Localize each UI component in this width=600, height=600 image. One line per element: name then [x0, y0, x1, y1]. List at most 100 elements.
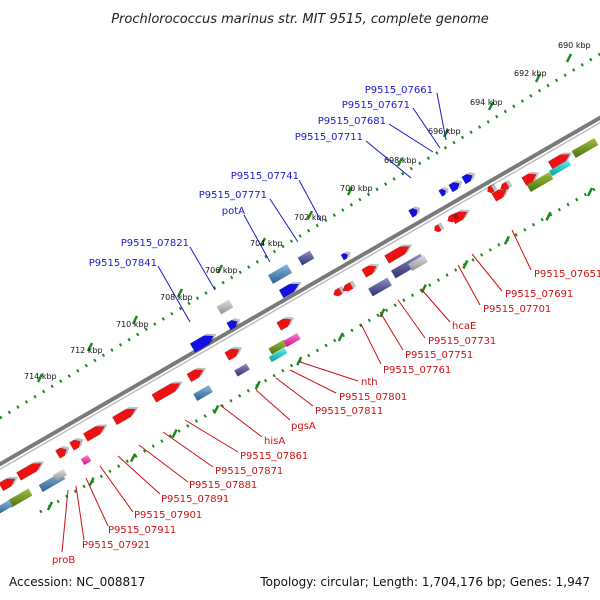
scale-tick	[131, 315, 139, 325]
leader-line	[275, 377, 314, 407]
gene-label: P9515_07881	[189, 480, 257, 491]
scale-tick	[213, 404, 220, 414]
gene-arrow	[186, 369, 204, 383]
scale-tick	[306, 210, 314, 220]
feature-bar	[53, 468, 67, 482]
gene-arrow	[333, 287, 343, 297]
gene-arrow	[361, 265, 377, 278]
gene-arrow	[342, 282, 354, 292]
leader-line	[255, 389, 291, 421]
scale-tick	[503, 235, 511, 245]
leader-line	[388, 123, 434, 153]
gene-arrow	[487, 185, 495, 194]
feature-bar	[193, 385, 213, 401]
leader-line	[436, 92, 447, 141]
leader-line	[184, 419, 239, 453]
scale-tick-label: 700 kbp	[340, 184, 373, 193]
genome-backbone	[0, 115, 600, 467]
feature-bar	[268, 347, 288, 363]
gene-label: P9515_07921	[82, 540, 150, 551]
feature-bar	[368, 277, 392, 297]
feature-bar	[234, 363, 250, 377]
accession-text: Accession: NC_008817	[9, 575, 145, 589]
scale-tick	[487, 101, 495, 111]
scale-tick	[216, 264, 224, 274]
gene-arrow	[500, 181, 510, 191]
scale-tick-label: 714 kbp	[24, 372, 57, 381]
gene-arrow	[384, 246, 410, 264]
gene-arrow	[55, 447, 67, 459]
gene-label: hcaE	[452, 321, 476, 332]
scale-tick	[337, 332, 344, 342]
leader-line	[511, 229, 532, 271]
feature-bar	[571, 138, 599, 158]
gene-label: P9515_07811	[315, 406, 383, 417]
genome-backbone-highlight	[0, 121, 600, 471]
gene-arrow	[226, 320, 238, 331]
gene-features	[0, 138, 599, 514]
gene-label: potA	[222, 206, 245, 217]
gene-arrow	[224, 348, 240, 361]
scale-tick-label: 712 kbp	[70, 346, 103, 355]
gene-arrow	[438, 188, 446, 197]
gene-arrow	[69, 439, 81, 451]
scale-tick	[88, 477, 95, 487]
feature-bar	[7, 488, 33, 508]
gene-label: P9515_07701	[483, 304, 551, 315]
gene-arrow	[491, 189, 507, 202]
gene-label: nth	[361, 377, 378, 388]
gene-label: P9515_07771	[199, 190, 267, 201]
leader-line	[379, 311, 404, 351]
gene-label: P9515_07821	[121, 238, 189, 249]
gene-label: P9515_07861	[240, 451, 308, 462]
gene-arrow	[461, 174, 473, 185]
scale-tick	[129, 453, 137, 463]
leader-line	[157, 265, 191, 323]
scale-tick-label: 694 kbp	[470, 98, 503, 107]
gene-label: P9515_07691	[505, 289, 573, 300]
gene-label: P9515_07681	[318, 116, 386, 127]
gene-arrow	[450, 211, 468, 225]
scale-tick	[46, 501, 54, 511]
scale-tick-label: 702 kbp	[294, 213, 327, 222]
leader-line	[269, 198, 299, 243]
scale-tick-label: 698 kbp	[384, 156, 417, 165]
leader-line	[85, 477, 109, 527]
gene-label: P9515_07661	[365, 85, 433, 96]
leader-line	[99, 465, 134, 513]
map-title: Prochlorococcus marinus str. MIT 9515, c…	[111, 12, 489, 27]
gene-label: P9515_07751	[405, 350, 473, 361]
scale-tick	[36, 373, 44, 383]
gene-label: proB	[52, 555, 75, 566]
gene-arrow	[448, 182, 460, 193]
feature-bar	[283, 332, 301, 348]
gene-label: pgsA	[291, 421, 316, 432]
gene-label: P9515_07651	[534, 269, 600, 280]
scale-tick	[545, 211, 552, 221]
feature-bar	[526, 172, 554, 192]
gene-arrow	[434, 224, 442, 233]
scale-tick	[396, 157, 404, 167]
bottom-strand-labels: P9515_07651 P9515_07691 P9515_07701 hcaE…	[52, 269, 600, 566]
gene-arrow	[408, 208, 418, 218]
gene-arrow	[340, 252, 348, 261]
leader-line	[457, 264, 481, 306]
gene-arrow	[16, 463, 42, 481]
gene-label: P9515_07761	[383, 365, 451, 376]
leader-line	[61, 489, 69, 553]
gene-label: P9515_07671	[342, 100, 410, 111]
gene-arrow	[82, 426, 105, 442]
gene-label: P9515_07871	[215, 466, 283, 477]
leader-line	[471, 253, 503, 292]
scale-tick	[171, 428, 178, 439]
gene-arrow	[189, 335, 214, 353]
feature-bar	[297, 250, 315, 266]
leader-line	[299, 361, 359, 382]
bottom-scale-arc	[39, 184, 600, 514]
gene-arrow	[276, 318, 292, 331]
gene-label: P9515_07891	[161, 494, 229, 505]
leader-line	[75, 485, 85, 541]
genome-summary-text: Topology: circular; Length: 1,704,176 bp…	[259, 575, 590, 589]
scale-tick	[176, 288, 184, 298]
gene-label: P9515_07731	[428, 336, 496, 347]
